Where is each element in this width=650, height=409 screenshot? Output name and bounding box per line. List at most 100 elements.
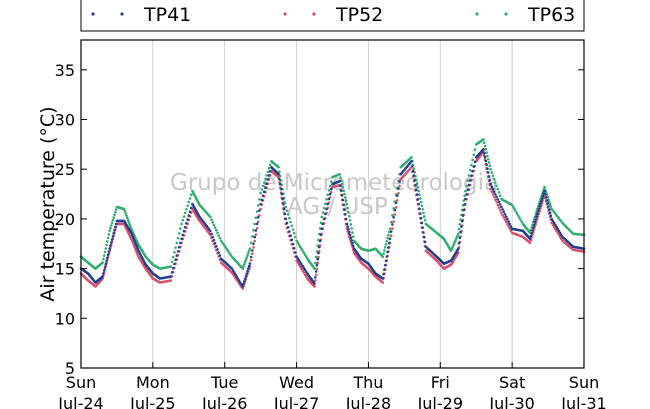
data-point [546, 202, 549, 205]
data-point [466, 179, 470, 182]
data-point [107, 250, 111, 254]
data-point [210, 232, 213, 236]
data-point [330, 180, 333, 183]
x-tick-label-day: Wed [279, 373, 314, 392]
y-axis-label: Air temperature (°C) [37, 106, 59, 301]
data-point [497, 191, 501, 194]
data-point [464, 197, 467, 201]
data-point [349, 236, 353, 239]
data-point [345, 202, 349, 206]
data-point [508, 227, 512, 230]
data-point [343, 208, 346, 211]
data-point [298, 245, 302, 248]
data-point [419, 200, 423, 204]
data-point [104, 262, 108, 266]
x-tick-label-date: Jul-25 [129, 394, 175, 409]
data-point [169, 279, 173, 282]
data-point [259, 202, 262, 206]
data-point [395, 199, 399, 202]
data-point [419, 197, 422, 200]
data-point [110, 238, 114, 241]
data-point [350, 227, 354, 230]
data-point [515, 212, 519, 215]
data-point [244, 275, 248, 278]
data-point [490, 171, 494, 174]
x-tick-label-date: Jul-31 [560, 394, 606, 409]
data-point [295, 255, 298, 258]
data-point [313, 267, 316, 270]
data-point [113, 213, 116, 217]
data-point [496, 198, 500, 201]
data-point [496, 187, 500, 191]
data-point [186, 218, 189, 221]
data-point [340, 194, 344, 197]
data-point [241, 267, 244, 270]
data-point [291, 242, 295, 246]
data-point [381, 277, 385, 280]
data-point [265, 182, 268, 185]
data-point [393, 213, 397, 216]
data-point [495, 195, 498, 199]
data-point [344, 199, 348, 202]
data-point [239, 281, 242, 284]
data-point [187, 214, 191, 217]
data-point [278, 182, 282, 186]
data-point [182, 215, 186, 218]
data-point [520, 220, 523, 224]
data-point [255, 222, 259, 226]
data-point [392, 216, 395, 219]
data-point [519, 218, 522, 221]
data-point [421, 208, 425, 211]
data-point [183, 225, 187, 229]
data-point [103, 250, 107, 254]
data-point [215, 228, 218, 232]
data-point [211, 220, 214, 224]
data-point [423, 240, 427, 244]
data-point [468, 169, 472, 172]
data-point [463, 203, 466, 206]
data-point [294, 235, 297, 239]
data-point [536, 210, 540, 213]
data-point [558, 235, 562, 239]
data-point [487, 161, 491, 164]
data-point [554, 227, 557, 231]
data-point [467, 183, 471, 187]
data-point [213, 241, 217, 245]
data-point [247, 267, 250, 271]
data-point [258, 214, 261, 217]
data-point [397, 192, 400, 195]
data-point [252, 242, 255, 246]
data-point [277, 172, 280, 176]
data-point [416, 186, 420, 189]
data-point [277, 165, 280, 169]
data-point [177, 245, 181, 249]
data-point [532, 223, 536, 227]
data-point [280, 192, 284, 196]
data-point [338, 179, 342, 183]
data-point [249, 258, 253, 262]
data-point [132, 237, 135, 241]
data-point [549, 214, 553, 218]
data-point [106, 240, 109, 243]
data-point [300, 262, 303, 266]
data-point [501, 213, 504, 217]
data-point [485, 151, 488, 154]
data-point [296, 261, 300, 264]
data-point [176, 250, 180, 253]
data-point [122, 207, 126, 211]
data-point [484, 148, 488, 151]
data-point [245, 256, 248, 259]
data-point [486, 154, 489, 158]
data-point [516, 214, 520, 217]
data-point [557, 233, 561, 237]
data-point [385, 255, 389, 258]
data-point [289, 220, 292, 224]
data-point [472, 165, 476, 168]
data-point [489, 187, 492, 191]
data-point [317, 255, 320, 259]
data-point [317, 251, 320, 255]
data-point [420, 204, 424, 207]
data-point [559, 237, 563, 241]
legend-item-TP41: TP41 [91, 4, 191, 26]
legend-marker [504, 12, 508, 16]
